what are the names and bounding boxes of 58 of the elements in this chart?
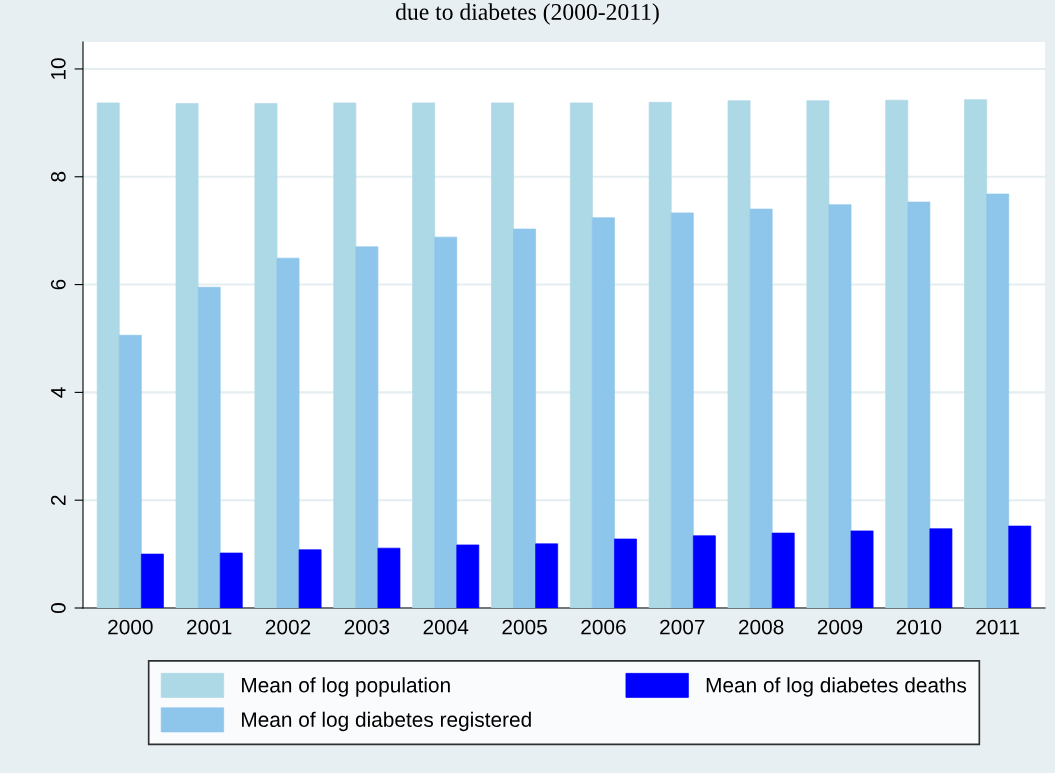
bar xyxy=(219,552,243,608)
x-tick-label: 2002 xyxy=(265,619,311,635)
x-tick-label: 2011 xyxy=(976,619,1020,635)
bar xyxy=(929,528,953,608)
x-tick-label: 2000 xyxy=(108,619,153,635)
chart-title: due to diabetes (2000-2011) xyxy=(396,3,659,25)
y-tick-label: 8 xyxy=(50,171,66,182)
x-tick-label: 2006 xyxy=(581,619,626,635)
bar xyxy=(692,535,716,608)
bar xyxy=(175,103,199,608)
x-tick-label: 2010 xyxy=(896,619,942,635)
bar xyxy=(197,286,221,608)
bar xyxy=(535,543,559,608)
bar xyxy=(298,549,322,608)
x-tick-label: 2008 xyxy=(739,619,784,635)
bar xyxy=(513,228,536,608)
legend-label: Mean of log population xyxy=(242,677,450,697)
y-tick-label: 0 xyxy=(50,603,66,613)
bar xyxy=(118,334,142,608)
bar xyxy=(355,246,379,608)
bar xyxy=(333,102,357,608)
y-tick-label: 4 xyxy=(51,387,66,398)
bar xyxy=(670,212,694,608)
y-tick-label: 10 xyxy=(50,58,66,79)
x-tick-label: 2009 xyxy=(817,619,863,635)
bar xyxy=(592,217,615,608)
bar xyxy=(254,103,278,608)
bar xyxy=(648,102,672,608)
bar xyxy=(276,257,300,608)
bar xyxy=(377,547,401,608)
bar xyxy=(828,204,852,608)
x-tick-label: 2004 xyxy=(423,619,469,635)
bar xyxy=(96,102,120,608)
bar xyxy=(727,100,751,608)
bar xyxy=(885,99,909,608)
legend-label: Mean of log diabetes deaths xyxy=(706,677,967,697)
bar xyxy=(806,100,830,608)
bar xyxy=(141,553,164,608)
bar xyxy=(749,208,773,608)
y-tick-label: 6 xyxy=(50,279,66,290)
bar xyxy=(456,544,480,608)
bar xyxy=(569,102,593,608)
x-tick-label: 2007 xyxy=(660,619,705,635)
bar xyxy=(850,530,874,608)
x-tick-label: 2003 xyxy=(344,619,390,635)
bar xyxy=(1008,525,1032,608)
bar xyxy=(907,201,931,608)
y-tick-label: 2 xyxy=(50,495,66,505)
bar xyxy=(771,532,795,608)
bar xyxy=(491,102,514,608)
bar xyxy=(434,236,458,608)
bar xyxy=(412,102,436,608)
bar xyxy=(964,99,987,608)
bar xyxy=(986,193,1010,608)
x-tick-label: 2005 xyxy=(502,619,547,635)
bar xyxy=(614,538,637,608)
x-tick-label: 2001 xyxy=(187,619,232,635)
legend-label: Mean of log diabetes registered xyxy=(242,711,531,732)
